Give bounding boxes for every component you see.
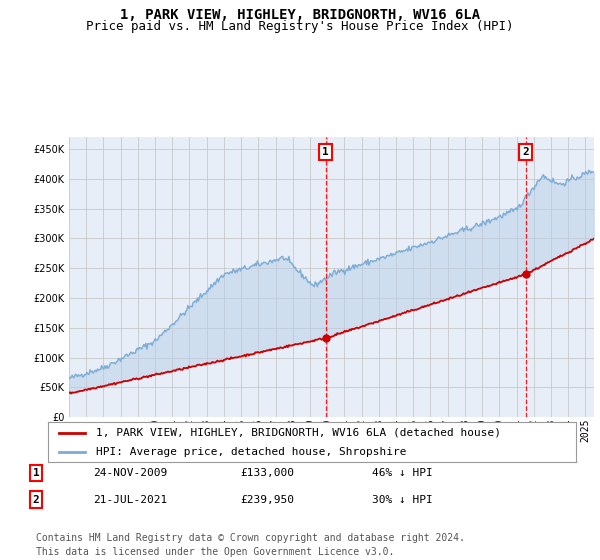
Text: 1: 1	[322, 147, 329, 157]
Point	[521, 270, 530, 279]
Point	[321, 334, 331, 343]
Text: Price paid vs. HM Land Registry's House Price Index (HPI): Price paid vs. HM Land Registry's House …	[86, 20, 514, 32]
Text: 46% ↓ HPI: 46% ↓ HPI	[372, 468, 433, 478]
Text: 1, PARK VIEW, HIGHLEY, BRIDGNORTH, WV16 6LA: 1, PARK VIEW, HIGHLEY, BRIDGNORTH, WV16 …	[120, 8, 480, 22]
Text: 1: 1	[32, 468, 40, 478]
Text: 2: 2	[32, 494, 40, 505]
Text: £133,000: £133,000	[240, 468, 294, 478]
Text: 2: 2	[523, 147, 529, 157]
Text: £239,950: £239,950	[240, 494, 294, 505]
Text: HPI: Average price, detached house, Shropshire: HPI: Average price, detached house, Shro…	[95, 447, 406, 457]
Text: 1, PARK VIEW, HIGHLEY, BRIDGNORTH, WV16 6LA (detached house): 1, PARK VIEW, HIGHLEY, BRIDGNORTH, WV16 …	[95, 428, 500, 437]
Text: Contains HM Land Registry data © Crown copyright and database right 2024.
This d: Contains HM Land Registry data © Crown c…	[36, 533, 465, 557]
Text: 24-NOV-2009: 24-NOV-2009	[93, 468, 167, 478]
Text: 21-JUL-2021: 21-JUL-2021	[93, 494, 167, 505]
Text: 30% ↓ HPI: 30% ↓ HPI	[372, 494, 433, 505]
